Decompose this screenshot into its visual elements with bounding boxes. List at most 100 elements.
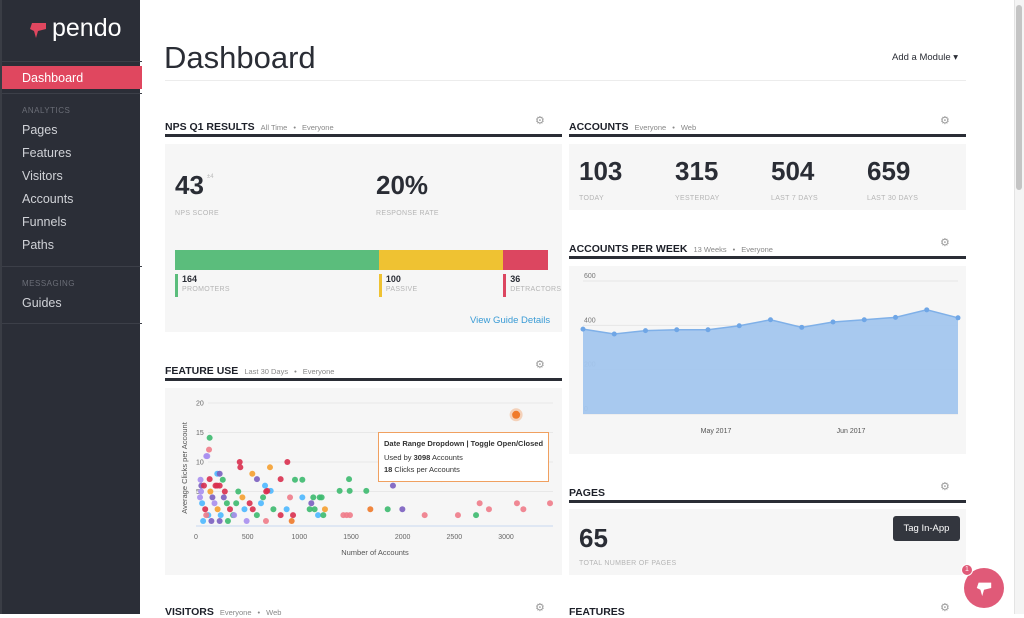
tooltip-text: Accounts bbox=[430, 453, 463, 462]
gear-icon[interactable]: ⚙ bbox=[535, 602, 545, 614]
scatter-point bbox=[320, 512, 327, 519]
scatter-point bbox=[233, 500, 240, 507]
divider bbox=[569, 256, 966, 259]
logo-text: pendo bbox=[52, 14, 122, 42]
scrollbar[interactable] bbox=[1014, 0, 1024, 614]
visitors-filter-segment[interactable]: Everyone bbox=[219, 608, 252, 617]
scatter-point bbox=[217, 512, 224, 519]
pages-count: 65 bbox=[579, 523, 608, 553]
gear-icon[interactable]: ⚙ bbox=[535, 115, 545, 127]
view-guide-details-link[interactable]: View Guide Details bbox=[470, 315, 551, 326]
scatter-point bbox=[266, 464, 273, 471]
accounts-card-title: ACCOUNTS Everyone • Web bbox=[569, 121, 696, 133]
scatter-point bbox=[367, 506, 374, 513]
accounts-yesterday: 315 bbox=[675, 156, 719, 186]
sidebar-item-pages[interactable]: Pages bbox=[22, 123, 58, 137]
visitors-filter-app[interactable]: Web bbox=[266, 608, 282, 617]
scatter-point bbox=[220, 494, 227, 501]
gear-icon[interactable]: ⚙ bbox=[940, 237, 950, 249]
scatter-point bbox=[221, 488, 228, 495]
scrollbar-thumb[interactable] bbox=[1016, 5, 1022, 190]
sidebar-item-dashboard[interactable]: Dashboard bbox=[2, 66, 142, 89]
pages-count-label: TOTAL NUMBER OF PAGES bbox=[579, 560, 677, 567]
pendo-logo[interactable]: pendo bbox=[28, 14, 122, 43]
sidebar-item-accounts[interactable]: Accounts bbox=[22, 192, 74, 206]
nps-title: NPS Q1 RESULTS bbox=[165, 121, 255, 133]
nps-bar bbox=[175, 250, 548, 270]
scatter-point bbox=[384, 506, 391, 513]
sidebar-item-funnels[interactable]: Funnels bbox=[22, 215, 67, 229]
scatter-point bbox=[219, 476, 226, 483]
x-tick-label: 3000 bbox=[498, 534, 514, 541]
data-point bbox=[924, 307, 930, 313]
scatter-point bbox=[346, 476, 353, 483]
scatter-point bbox=[284, 459, 291, 465]
feature-use-filter-segment[interactable]: Everyone bbox=[302, 367, 335, 376]
sidebar-item-guides[interactable]: Guides bbox=[22, 296, 62, 310]
nps-filter-time[interactable]: All Time bbox=[260, 123, 288, 132]
scatter-point bbox=[208, 518, 215, 524]
nps-filter-segment[interactable]: Everyone bbox=[301, 123, 334, 132]
scatter-point bbox=[513, 500, 520, 507]
scatter-point bbox=[209, 494, 216, 501]
scatter-point bbox=[258, 500, 264, 507]
tag-in-app-button[interactable]: Tag In-App bbox=[893, 516, 960, 541]
gear-icon[interactable]: ⚙ bbox=[940, 115, 950, 127]
pendo-guide-icon bbox=[976, 582, 992, 597]
feature-use-filter-time[interactable]: Last 30 Days bbox=[244, 367, 289, 376]
pages-panel: 65 TOTAL NUMBER OF PAGES Tag In-App bbox=[569, 509, 966, 575]
divider bbox=[2, 93, 142, 94]
accounts-yesterday-label: YESTERDAY bbox=[675, 195, 720, 202]
x-tick-label: May 2017 bbox=[701, 428, 732, 435]
scatter-point bbox=[207, 488, 214, 495]
gear-icon[interactable]: ⚙ bbox=[940, 481, 950, 493]
add-module-dropdown[interactable]: Add a Module ▾ bbox=[892, 52, 959, 63]
accounts-filter-app[interactable]: Web bbox=[680, 123, 697, 132]
scatter-point bbox=[197, 476, 204, 483]
sidebar-item-visitors[interactable]: Visitors bbox=[22, 169, 63, 183]
scatter-point bbox=[310, 494, 317, 501]
apw-filter-segment[interactable]: Everyone bbox=[741, 245, 773, 254]
scatter-point bbox=[262, 518, 269, 524]
tooltip-title: Date Range Dropdown | Toggle Open/Closed bbox=[384, 439, 544, 448]
scatter-point bbox=[299, 494, 306, 501]
feature-use-card-title: FEATURE USE Last 30 Days • Everyone bbox=[165, 365, 334, 377]
sidebar: pendo Dashboard ANALYTICS Pages Features… bbox=[0, 0, 142, 614]
divider bbox=[165, 378, 562, 381]
data-point bbox=[736, 323, 742, 329]
divider bbox=[569, 134, 966, 137]
gear-icon[interactable]: ⚙ bbox=[535, 359, 545, 371]
scatter-point bbox=[485, 506, 492, 513]
response-rate-label: RESPONSE RATE bbox=[376, 210, 439, 217]
feature-use-title: FEATURE USE bbox=[165, 365, 239, 377]
visitors-card-title: VISITORS Everyone • Web bbox=[165, 606, 281, 618]
nps-bar-promoters bbox=[175, 250, 379, 270]
nps-count: 100 bbox=[385, 274, 401, 284]
divider bbox=[165, 80, 966, 81]
scatter-point bbox=[249, 470, 256, 477]
separator-dot: • bbox=[672, 123, 675, 132]
scatter-point bbox=[206, 476, 213, 483]
gear-icon[interactable]: ⚙ bbox=[940, 602, 950, 614]
features-card-title: FEATURES bbox=[569, 606, 625, 618]
data-point bbox=[830, 319, 836, 325]
nps-score-label: NPS SCORE bbox=[175, 210, 219, 217]
scatter-point bbox=[315, 512, 322, 519]
accounts-filter-segment[interactable]: Everyone bbox=[634, 123, 667, 132]
separator-dot: • bbox=[293, 123, 296, 132]
feature-tooltip: Date Range Dropdown | Toggle Open/Closed… bbox=[378, 432, 550, 482]
nps-score-group: 43 ±4 bbox=[175, 170, 214, 200]
x-tick-label: 1000 bbox=[292, 534, 308, 541]
apw-filter-time[interactable]: 13 Weeks bbox=[693, 245, 727, 254]
y-tick-label: 400 bbox=[584, 317, 596, 324]
sidebar-item-paths[interactable]: Paths bbox=[22, 238, 54, 252]
data-point bbox=[580, 326, 586, 332]
sidebar-item-features[interactable]: Features bbox=[22, 146, 72, 160]
scatter-point bbox=[346, 512, 353, 519]
scatter-point bbox=[211, 500, 218, 507]
area-fill bbox=[583, 309, 958, 414]
accounts-30-days-label: LAST 30 DAYS bbox=[867, 195, 919, 202]
scatter-point bbox=[235, 488, 242, 495]
